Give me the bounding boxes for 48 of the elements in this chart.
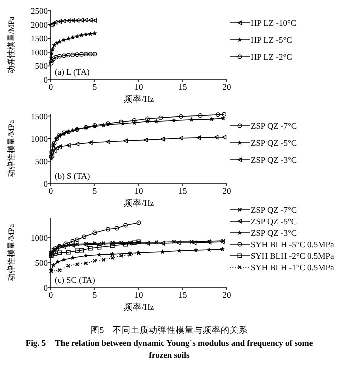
text: (a) L (TA) xyxy=(55,67,90,77)
y-tick-label: 1000 xyxy=(31,233,48,243)
x-tick-label: 5 xyxy=(92,186,98,196)
x-tick-label: 20 xyxy=(222,290,232,300)
x-tick-label: 15 xyxy=(178,186,188,196)
y-tick-label: 1000 xyxy=(31,134,48,144)
y-tick-label: 1500 xyxy=(31,111,48,122)
legend-label: SYH BLH -2°C 0.5MPa xyxy=(251,251,334,261)
legend-label: HP LZ -2°C xyxy=(251,52,293,62)
legend-label: ZSP QZ -3°C xyxy=(251,228,298,238)
y-tick-label: 0 xyxy=(44,75,48,85)
text: (c) SC (TA) xyxy=(55,275,96,285)
y-axis-title: 动弹性模量/MPa xyxy=(7,120,16,178)
x-tick-label: 20 xyxy=(222,82,232,92)
x-tick-label: 10 xyxy=(134,82,144,92)
y-tick-label: 1500 xyxy=(31,34,48,44)
y-axis-title: 动弹性模量/MPa xyxy=(7,16,16,74)
y-tick-label: 1000 xyxy=(31,47,48,58)
x-tick-label: 10 xyxy=(134,186,144,196)
text: (b) S (TA) xyxy=(55,171,90,181)
legend-label: HP LZ -5°C xyxy=(251,35,293,45)
legend-label: ZSP QZ -5°C xyxy=(251,138,298,148)
legend-label: ZSP QZ -7°C xyxy=(251,121,298,131)
y-tick-label: 2500 xyxy=(31,6,48,16)
legend-label: SYH BLH -1°C 0.5MPa xyxy=(251,262,334,272)
x-tick-label: 5 xyxy=(92,290,98,300)
y-tick-label: 0 xyxy=(44,179,48,189)
y-tick-label: 500 xyxy=(35,258,48,268)
legend-label: ZSP QZ -7°C xyxy=(251,205,298,215)
x-axis-title: 频率/Hz xyxy=(124,198,154,208)
y-tick-label: 0 xyxy=(44,283,48,293)
x-tick-label: 15 xyxy=(178,82,188,92)
caption: Fig. 5 The relation between dynamic Young´s modulus and frequency of some frozen soils xyxy=(26,338,314,360)
x-axis-title: 频率/Hz xyxy=(124,302,154,312)
y-tick-label: 500 xyxy=(35,61,48,72)
legend-label: HP LZ -10°C xyxy=(251,18,297,28)
legend-label: SYH BLH -5°C 0.5MPa xyxy=(251,240,334,250)
x-tick-label: 15 xyxy=(178,290,188,300)
y-axis-title: 动弹性模量/MPa xyxy=(7,224,16,282)
y-tick-label: 2000 xyxy=(31,20,48,30)
x-tick-label: 20 xyxy=(222,186,232,196)
x-tick-label: 10 xyxy=(134,290,144,300)
y-tick-label: 500 xyxy=(35,156,48,166)
legend-label: ZSP QZ -5°C xyxy=(251,216,298,226)
x-tick-label: 5 xyxy=(92,82,98,92)
legend-label: ZSP QZ -3°C xyxy=(251,155,298,165)
caption: 图5 不同土质动弹性模量与频率的关系 xyxy=(90,325,248,335)
x-axis-title: 频率/Hz xyxy=(124,94,154,104)
